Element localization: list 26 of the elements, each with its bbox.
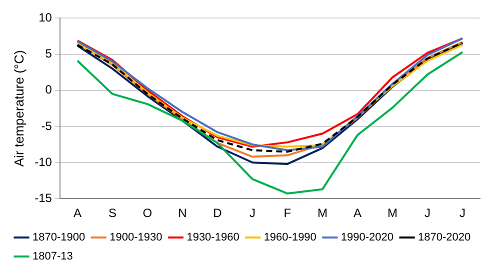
x-tick-label: J xyxy=(460,206,466,220)
y-tick-label: -10 xyxy=(34,154,52,169)
x-tick-label: M xyxy=(317,206,328,220)
legend-label: 1930-1960 xyxy=(186,232,240,244)
legend-label: 1990-2020 xyxy=(340,232,394,244)
legend-label: 1807-13 xyxy=(32,250,73,263)
x-tick-label: N xyxy=(178,206,187,220)
x-tick-label: D xyxy=(213,206,222,220)
y-tick-label: 10 xyxy=(38,10,52,25)
x-tick-label: M xyxy=(387,206,398,220)
y-tick-label: -5 xyxy=(41,118,52,133)
y-axis-title: Air temperature (°C) xyxy=(11,50,26,167)
x-tick-label: J xyxy=(249,206,256,220)
x-tick-label: S xyxy=(108,206,116,220)
legend-label: 1960-1990 xyxy=(264,232,316,244)
x-tick-label: F xyxy=(284,206,292,220)
legend-label: 1870-1900 xyxy=(32,232,86,244)
y-tick-label: 5 xyxy=(45,46,52,61)
legend-label: 1900-1930 xyxy=(110,232,162,244)
x-tick-label: A xyxy=(73,206,82,220)
x-tick-label: A xyxy=(353,206,362,220)
y-tick-label: -15 xyxy=(34,190,52,205)
legend-label: 1870-2020 xyxy=(418,232,471,244)
x-tick-label: O xyxy=(142,206,152,220)
y-tick-label: 0 xyxy=(45,82,52,97)
x-tick-label: J xyxy=(424,206,430,220)
